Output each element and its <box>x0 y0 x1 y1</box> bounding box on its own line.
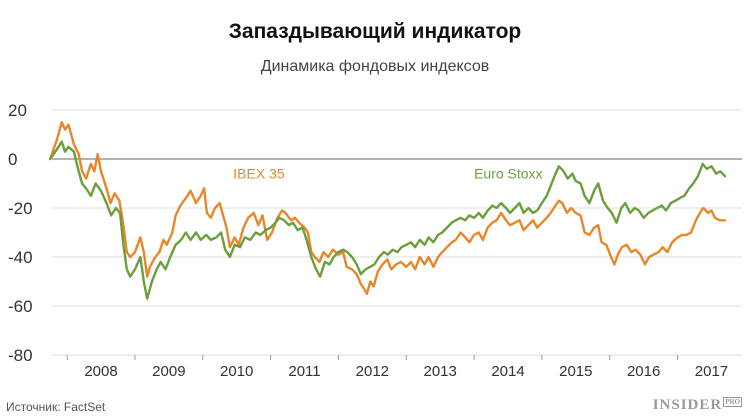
brand-name: INSIDER <box>652 397 723 413</box>
x-tick-label: 2012 <box>356 363 389 380</box>
y-tick-label: -80 <box>8 346 33 365</box>
y-tick-label: -60 <box>8 297 33 316</box>
x-tick-label: 2009 <box>152 363 185 380</box>
source-note: Источник: FactSet <box>6 400 106 414</box>
x-tick-label: 2017 <box>695 363 728 380</box>
x-tick-label: 2013 <box>423 363 456 380</box>
series-line-1 <box>49 140 727 300</box>
y-tick-label: 20 <box>8 101 27 120</box>
brand-suffix: PRO <box>723 397 742 407</box>
chart-subtitle: Динамика фондовых индексов <box>260 58 490 75</box>
y-axis: 20 0 -20 -40 -60 -80 <box>8 101 33 365</box>
x-axis: 2008 2009 2010 2011 2012 2013 2014 2015 2016 2017 <box>66 355 728 380</box>
x-tick-label: 2011 <box>288 363 320 380</box>
grid <box>52 109 742 356</box>
series-label-1: Euro Stoxx <box>474 166 542 182</box>
x-tick-label: 2015 <box>559 363 592 380</box>
x-tick-label: 2014 <box>491 363 524 380</box>
x-tick-label: 2016 <box>627 363 660 380</box>
y-tick-label: -20 <box>8 199 33 218</box>
y-tick-label: 0 <box>8 150 17 169</box>
series-label-0: IBEX 35 <box>233 166 285 182</box>
y-tick-label: -40 <box>8 248 33 267</box>
x-tick-label: 2010 <box>220 363 253 380</box>
brand-logo: INSIDER PRO <box>653 397 742 414</box>
series-lines <box>49 121 727 300</box>
x-tick-label: 2008 <box>84 363 117 380</box>
series-labels: IBEX 35 Euro Stoxx <box>233 166 542 182</box>
series-line-0 <box>49 121 727 295</box>
chart-title: Запаздывающий индикатор <box>228 20 522 43</box>
